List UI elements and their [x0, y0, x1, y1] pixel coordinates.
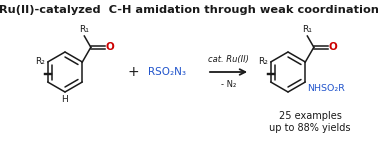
Text: - N₂: - N₂ [221, 80, 236, 89]
Text: +: + [127, 65, 139, 79]
Text: 25 examples: 25 examples [279, 111, 341, 121]
Text: O: O [329, 42, 338, 52]
Text: R₂: R₂ [258, 57, 268, 67]
Text: NHSO₂R: NHSO₂R [307, 84, 345, 93]
Text: up to 88% yields: up to 88% yields [269, 123, 351, 133]
Text: RSO₂N₃: RSO₂N₃ [148, 67, 186, 77]
Text: Ru(II)-catalyzed  C-H amidation through weak coordination: Ru(II)-catalyzed C-H amidation through w… [0, 5, 378, 15]
Text: H: H [62, 95, 68, 104]
Text: R₂: R₂ [35, 57, 45, 67]
Text: O: O [106, 42, 115, 52]
Text: cat. Ru(II): cat. Ru(II) [208, 55, 249, 64]
Text: R₁: R₁ [79, 25, 89, 34]
Text: R₁: R₁ [302, 25, 312, 34]
